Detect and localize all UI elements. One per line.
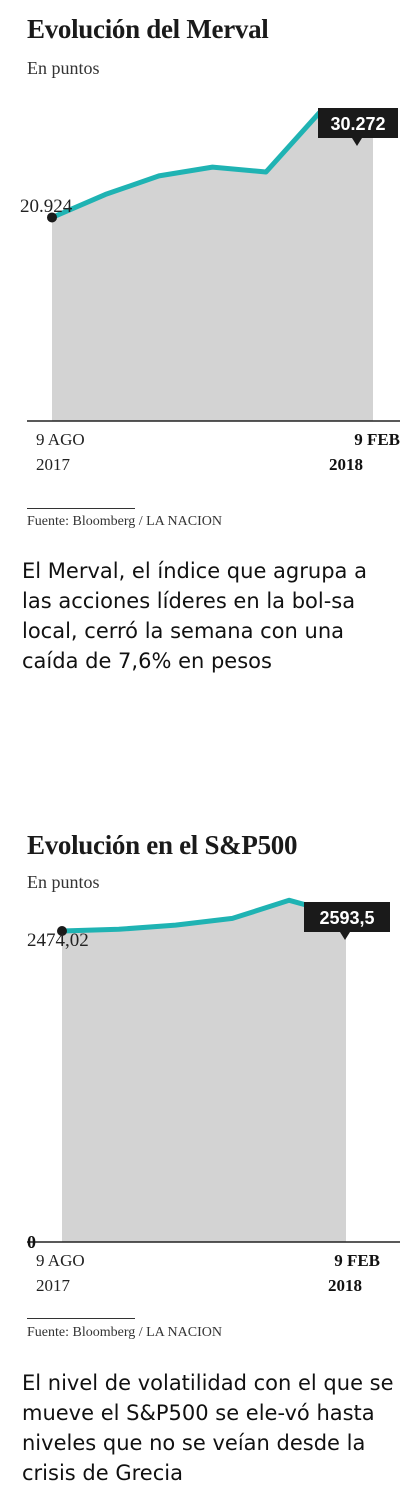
start-point <box>47 212 57 223</box>
end-value-pointer <box>352 138 362 146</box>
sp500-chart: 2474,02 0 2593,5 9 AGO 2017 9 FEB 2018 <box>27 897 400 1295</box>
x-tick-start-line2: 2017 <box>36 455 71 474</box>
start-value-label: 2474,02 <box>27 930 89 951</box>
source-divider <box>27 508 135 509</box>
x-tick-end-line1: 9 FEB <box>354 430 400 449</box>
x-tick-start-line1: 9 AGO <box>36 1251 85 1270</box>
x-tick-end-line1: 9 FEB <box>334 1251 380 1270</box>
start-value-label: 20.924 <box>20 196 73 217</box>
end-value-box <box>304 902 390 932</box>
end-value-box <box>318 108 398 138</box>
source-note: Fuente: Bloomberg / LA NACION <box>27 1325 222 1340</box>
end-value-callout: 30.272 <box>318 108 398 146</box>
chart-description: El nivel de volatilidad con el que se mu… <box>22 1371 394 1485</box>
x-tick-start-line1: 9 AGO <box>36 430 85 449</box>
area-fill <box>52 112 373 421</box>
series-line <box>59 897 349 934</box>
chart-subtitle: En puntos <box>27 58 100 78</box>
sp500-panel: Evolución en el S&P500 En puntos 2474,02… <box>0 820 420 1495</box>
end-value-label: 2593,5 <box>319 908 374 928</box>
end-value-callout: 2593,5 <box>304 902 390 940</box>
source-divider <box>27 1318 135 1319</box>
zero-label: 0 <box>27 1232 36 1252</box>
start-point <box>57 925 67 936</box>
x-tick-start-line2: 2017 <box>36 1276 71 1295</box>
end-value-pointer <box>340 932 350 940</box>
merval-panel: Evolución del Merval En puntos 20.924 30… <box>0 0 420 720</box>
chart-description: El Merval, el índice que agrupa a las ac… <box>22 559 367 673</box>
merval-chart: 20.924 30.272 9 AGO 2017 9 FEB 2018 <box>20 108 400 474</box>
chart-subtitle: En puntos <box>27 872 100 892</box>
source-note: Fuente: Bloomberg / LA NACION <box>27 514 222 529</box>
chart-title: Evolución en el S&P500 <box>27 830 298 860</box>
area-fill <box>62 900 346 1242</box>
end-value-label: 30.272 <box>330 114 385 134</box>
x-tick-end-line2: 2018 <box>329 455 363 474</box>
chart-title: Evolución del Merval <box>27 14 269 44</box>
x-tick-end-line2: 2018 <box>328 1276 362 1295</box>
